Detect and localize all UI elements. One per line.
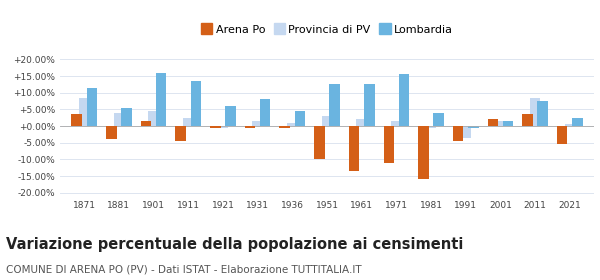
Bar (226, 106, 236, 126)
Bar (418, 126, 428, 179)
Bar (530, 98, 540, 126)
Bar (156, 73, 166, 126)
Bar (522, 114, 533, 126)
Bar (453, 126, 463, 141)
Bar (503, 121, 513, 126)
Bar (175, 126, 186, 141)
Bar (461, 126, 471, 138)
Bar (391, 121, 401, 126)
Bar (210, 126, 221, 128)
Bar (329, 84, 340, 126)
Bar (79, 98, 89, 126)
Bar (488, 119, 498, 126)
Bar (356, 119, 367, 126)
Bar (364, 84, 374, 126)
Bar (191, 81, 201, 126)
Bar (114, 113, 124, 126)
Bar (557, 126, 568, 144)
Bar (245, 126, 255, 128)
Text: Variazione percentuale della popolazione ai censimenti: Variazione percentuale della popolazione… (6, 237, 463, 252)
Bar (314, 126, 325, 159)
Bar (538, 101, 548, 126)
Bar (468, 126, 479, 128)
Bar (141, 121, 151, 126)
Bar (426, 126, 436, 128)
Bar (280, 126, 290, 128)
Bar (399, 74, 409, 126)
Bar (218, 126, 228, 128)
Bar (106, 126, 116, 139)
Bar (148, 111, 159, 126)
Bar (322, 116, 332, 126)
Bar (260, 99, 271, 126)
Bar (71, 114, 82, 126)
Bar (565, 124, 575, 126)
Bar (349, 126, 359, 171)
Bar (383, 126, 394, 163)
Legend: Arena Po, Provincia di PV, Lombardia: Arena Po, Provincia di PV, Lombardia (199, 22, 455, 37)
Text: COMUNE DI ARENA PO (PV) - Dati ISTAT - Elaborazione TUTTITALIA.IT: COMUNE DI ARENA PO (PV) - Dati ISTAT - E… (6, 265, 362, 275)
Bar (572, 118, 583, 126)
Bar (183, 118, 193, 126)
Bar (295, 111, 305, 126)
Bar (495, 121, 506, 126)
Bar (253, 121, 263, 126)
Bar (287, 123, 298, 126)
Bar (433, 113, 444, 126)
Bar (87, 88, 97, 126)
Bar (121, 108, 132, 126)
